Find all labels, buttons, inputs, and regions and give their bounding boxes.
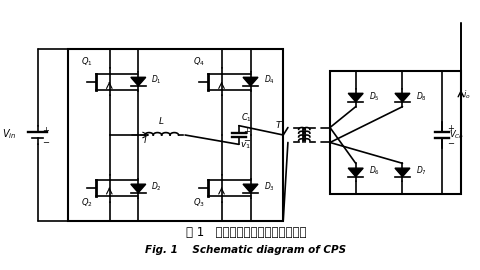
- Polygon shape: [242, 77, 257, 86]
- Text: $D_{7}$: $D_{7}$: [415, 165, 426, 177]
- Text: $-$: $-$: [446, 137, 454, 146]
- Text: $Q_3$: $Q_3$: [193, 196, 204, 208]
- Text: $v_1$: $v_1$: [240, 140, 251, 150]
- Text: $D_{5}$: $D_{5}$: [368, 90, 379, 103]
- Bar: [68, 49, 283, 221]
- Text: $+$: $+$: [446, 123, 454, 133]
- Text: $D_{8}$: $D_{8}$: [415, 90, 426, 103]
- Bar: [329, 71, 460, 194]
- Polygon shape: [394, 93, 409, 102]
- Text: $i_o$: $i_o$: [462, 89, 470, 101]
- Text: $+$: $+$: [41, 125, 49, 135]
- Text: $C_1$: $C_1$: [240, 111, 252, 124]
- Polygon shape: [348, 168, 362, 177]
- Text: $D_{1}$: $D_{1}$: [151, 74, 162, 86]
- Text: 图 1   电容器充电源电主电路结构图: 图 1 电容器充电源电主电路结构图: [185, 226, 305, 239]
- Text: $-$: $-$: [243, 134, 251, 144]
- Polygon shape: [131, 77, 145, 86]
- Text: $D_{6}$: $D_{6}$: [368, 165, 379, 177]
- Polygon shape: [348, 93, 362, 102]
- Text: $D_{3}$: $D_{3}$: [263, 181, 274, 193]
- Polygon shape: [394, 168, 409, 177]
- Text: $i$: $i$: [143, 133, 147, 145]
- Text: $V_{Co}$: $V_{Co}$: [448, 129, 463, 141]
- Text: $D_{2}$: $D_{2}$: [151, 181, 162, 193]
- Text: $L$: $L$: [158, 116, 165, 126]
- Text: $-$: $-$: [41, 136, 49, 145]
- Text: $+$: $+$: [243, 126, 251, 136]
- Text: $Q_2$: $Q_2$: [81, 196, 93, 208]
- Polygon shape: [131, 184, 145, 193]
- Text: $V_{in}$: $V_{in}$: [2, 127, 17, 141]
- Text: $D_{4}$: $D_{4}$: [263, 74, 274, 86]
- Polygon shape: [242, 184, 257, 193]
- Text: $Q_1$: $Q_1$: [81, 56, 93, 69]
- Text: $Q_4$: $Q_4$: [192, 56, 204, 69]
- Text: $T$: $T$: [274, 119, 282, 130]
- Text: Fig. 1    Schematic diagram of CPS: Fig. 1 Schematic diagram of CPS: [145, 245, 346, 255]
